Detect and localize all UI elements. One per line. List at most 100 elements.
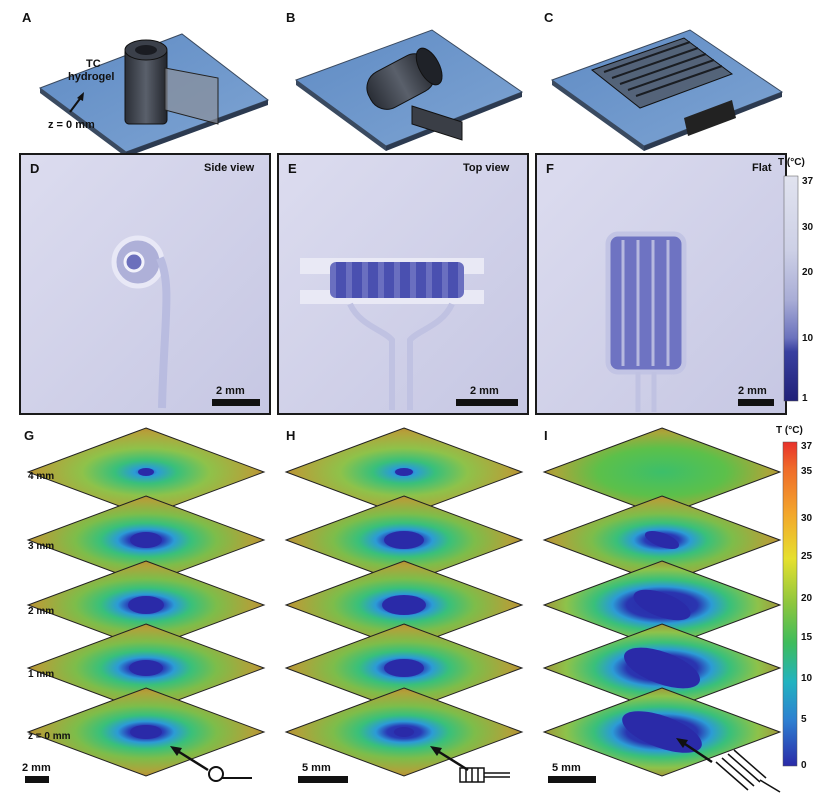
view-label: Side view (204, 162, 255, 174)
scale-bar (212, 399, 260, 406)
scale-label: 2 mm (216, 385, 245, 397)
panel-E: E Top view 2 mm (277, 153, 529, 415)
scale-bar (738, 399, 774, 406)
arrow-H (430, 746, 510, 783)
colorbar-tick: 10 (802, 333, 814, 344)
cold-spot (384, 531, 424, 549)
z-level-label: 3 mm (28, 541, 54, 552)
plate-edge (40, 88, 126, 157)
panel-D: D Side view 2 mm (19, 153, 271, 415)
coil-tail-photo (156, 256, 171, 409)
panel-label-G: G (24, 428, 34, 443)
scale-label: 2 mm (470, 385, 499, 397)
scale-bar-H (298, 776, 348, 783)
coil-turns (336, 262, 458, 298)
cold-spot (382, 595, 426, 615)
coil-array-icon (459, 767, 510, 783)
leads-photo (635, 372, 657, 412)
panel-label-A: A (22, 10, 32, 25)
view-label: Flat (752, 162, 772, 174)
plate-edge (296, 80, 386, 151)
coil-core (123, 251, 145, 273)
serpentine-lines (621, 240, 670, 366)
colorbar-title: T (°C) (776, 425, 803, 436)
scale-bar-I (548, 776, 596, 783)
heatmap-plane-G (26, 560, 266, 650)
panel-label-E: E (288, 161, 297, 176)
scale-label: 2 mm (738, 385, 767, 397)
plate-edge (126, 100, 268, 157)
panel-label-C: C (544, 10, 554, 25)
colorbar-title: T (°C) (778, 157, 805, 168)
flat-leads (684, 100, 736, 136)
cold-spot (138, 468, 154, 476)
heatmap-plane-H (284, 623, 524, 713)
heatmap-plane-G (26, 495, 266, 585)
heatmap-plane-H (284, 495, 524, 585)
scale-label-G: 2 mm (22, 762, 51, 774)
cold-spot (644, 530, 680, 550)
coil-hole (135, 45, 157, 55)
view-label: Top view (463, 162, 510, 174)
heatmap-plane-G (26, 687, 266, 777)
plate-edge (552, 80, 644, 151)
scale-bar (456, 399, 518, 406)
flat-device (590, 37, 734, 109)
panel-B: B (286, 10, 524, 151)
colorbar-tick: 20 (801, 593, 813, 604)
z-arrow-head (77, 92, 84, 101)
z-level-label: z = 0 mm (28, 731, 71, 742)
colorbar-tick: 25 (801, 551, 813, 562)
arrow-G (170, 746, 252, 782)
coil-icon (208, 766, 224, 782)
cold-spot (633, 589, 691, 621)
cold-spot (128, 596, 164, 614)
coil-leads (411, 105, 463, 141)
colorbar-tick: 20 (802, 267, 814, 278)
serpentine-photo (605, 231, 687, 375)
panel-F: F Flat 2 mm (535, 153, 787, 415)
colorbar-tick: 1 (802, 393, 808, 404)
cold-spot (624, 647, 700, 689)
panel-label-H: H (286, 428, 295, 443)
colorbar-tick: 15 (801, 632, 813, 643)
colorbar-gradient (782, 441, 798, 767)
panel-label-I: I (544, 428, 548, 443)
colorbar-tick: 10 (801, 673, 813, 684)
cold-spot (384, 659, 424, 677)
panel-label-F: F (546, 161, 554, 176)
z-level-label: 4 mm (28, 471, 54, 482)
colorbar-tick: 37 (801, 441, 813, 452)
coil-device (366, 47, 443, 110)
z-level-label: 2 mm (28, 606, 54, 617)
panel-A: A TC hydrogel z = 0 mm (22, 10, 270, 157)
colorbar-tick: 30 (801, 513, 813, 524)
colorbar-top: T (°C) 37 30 20 10 1 (778, 157, 814, 404)
scale-bar-G (25, 776, 49, 783)
arrow-I (676, 738, 781, 793)
coil-top-view (330, 262, 464, 298)
cold-spot (394, 727, 414, 737)
colorbar-tick: 0 (801, 760, 807, 771)
serpentine-icon (715, 749, 781, 793)
colorbar-bottom: T (°C) 37 35 30 25 20 15 10 5 0 (776, 425, 813, 771)
colorbar-gradient (783, 175, 799, 402)
cold-spot (129, 660, 163, 676)
z-level-label: 1 mm (28, 669, 54, 680)
cold-spot (130, 725, 162, 739)
material-label-2: hydrogel (68, 71, 114, 83)
colorbar-tick: 35 (801, 466, 813, 477)
z-label: z = 0 mm (48, 119, 95, 131)
cold-spot (395, 468, 413, 476)
panel-label-D: D (30, 161, 39, 176)
heatmap-plane-G (26, 427, 266, 517)
colorbar-tick: 5 (801, 714, 807, 725)
serpentine-channel (603, 41, 723, 97)
heatmap-plane-I (542, 495, 782, 585)
leads-photo (347, 302, 455, 410)
colorbar-tick: 30 (802, 222, 814, 233)
coil-tail (164, 67, 219, 125)
scale-label-H: 5 mm (302, 762, 331, 774)
